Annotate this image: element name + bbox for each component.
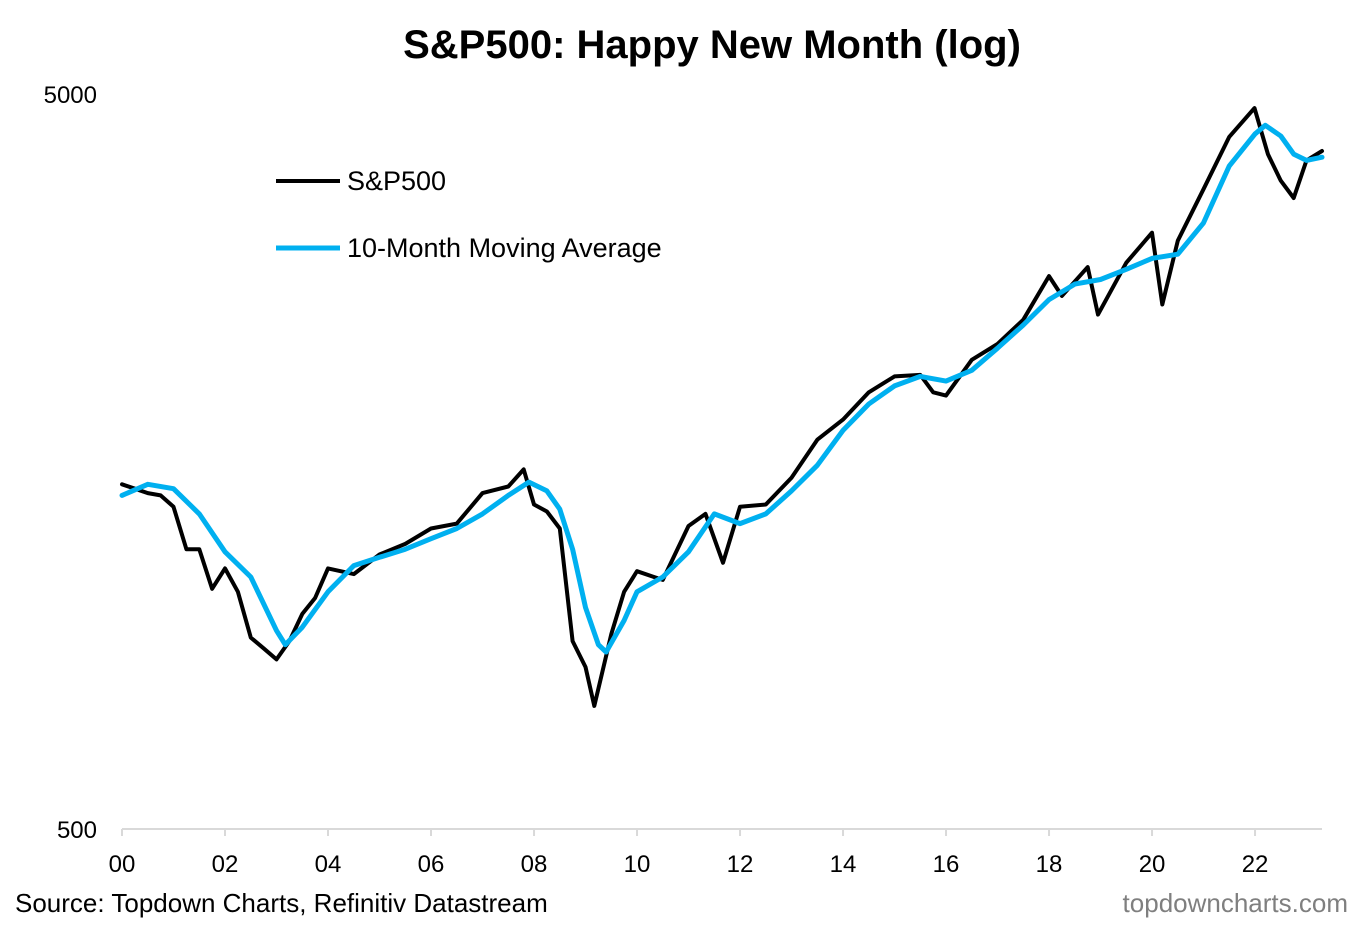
legend-label-moving-average: 10-Month Moving Average <box>347 233 662 263</box>
y-tick-label-bottom: 500 <box>57 817 97 844</box>
series-layer <box>119 106 1325 708</box>
legend: S&P500 10-Month Moving Average <box>276 166 662 263</box>
x-tick-label: 16 <box>933 851 960 878</box>
x-tick-label: 22 <box>1242 851 1269 878</box>
x-tick-label: 18 <box>1036 851 1063 878</box>
x-tick-label: 12 <box>727 851 754 878</box>
x-tick-label: 08 <box>521 851 548 878</box>
x-tick-label: 14 <box>830 851 857 878</box>
x-tick-label: 00 <box>109 851 136 878</box>
x-axis-ticks: 00 02 04 06 08 10 12 14 16 18 20 22 <box>109 829 1269 878</box>
source-note: Source: Topdown Charts, Refinitiv Datast… <box>15 888 548 918</box>
moving-average-line <box>119 122 1325 655</box>
y-tick-label-top: 5000 <box>44 82 97 109</box>
x-tick-label: 20 <box>1139 851 1166 878</box>
x-tick-label: 04 <box>315 851 342 878</box>
chart-title: S&P500: Happy New Month (log) <box>403 23 1021 67</box>
x-tick-label: 06 <box>418 851 445 878</box>
credit-watermark: topdowncharts.com <box>1123 888 1348 918</box>
x-tick-label: 10 <box>624 851 651 878</box>
x-tick-label: 02 <box>212 851 239 878</box>
sp500-line <box>120 106 1324 708</box>
legend-label-sp500: S&P500 <box>347 166 446 196</box>
